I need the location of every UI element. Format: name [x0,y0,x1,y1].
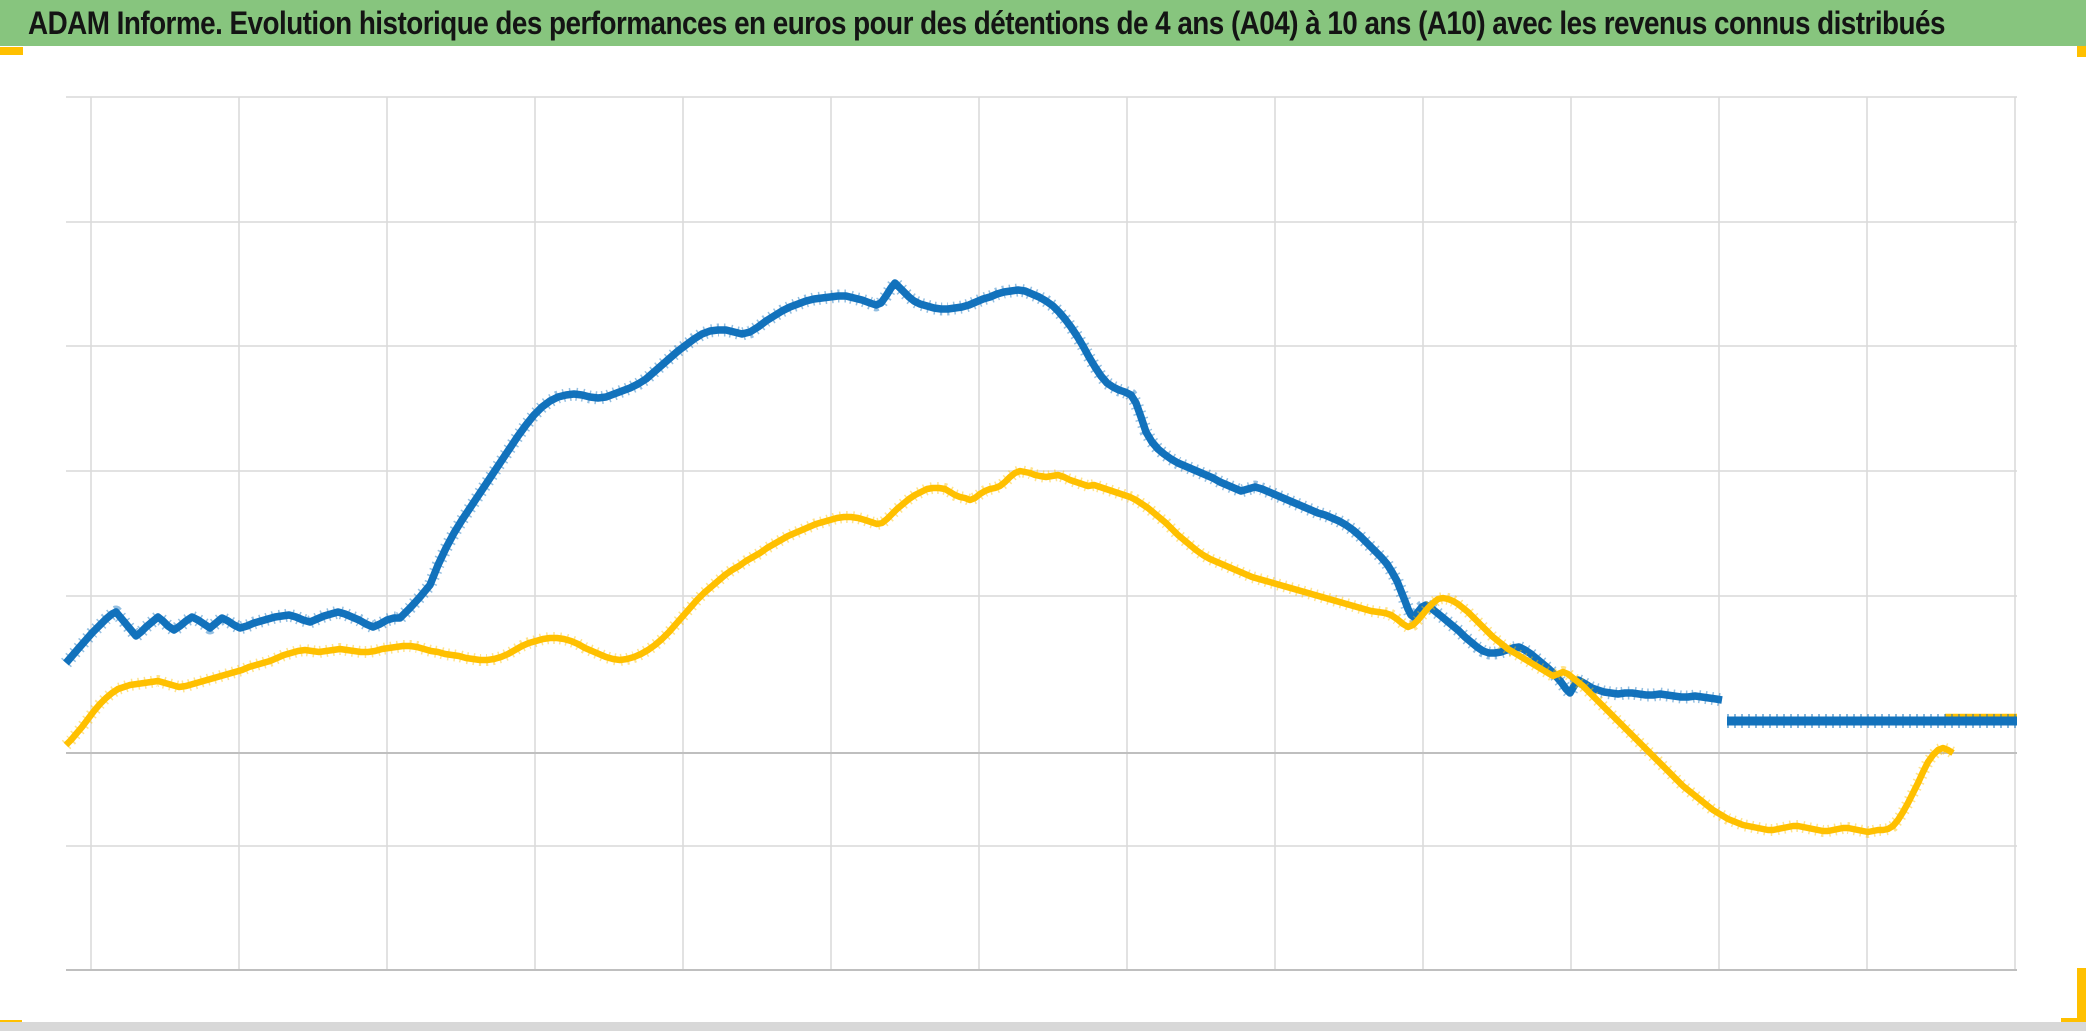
chart-area[interactable] [0,46,2086,1031]
blue-series-line [63,279,1723,704]
yellow-border-accent-bottom-right-vertical [2077,968,2086,1026]
yellow-series-marker-fuzz [61,465,1957,838]
blue-series-marker-fuzz [61,276,1724,707]
page-title: ADAM Informe. Evolution historique des p… [28,4,1945,41]
yellow-border-accent-top-left [0,47,23,55]
yellow-series-line [63,467,1955,836]
yellow-border-accent-top-right [2077,46,2086,57]
title-bar: ADAM Informe. Evolution historique des p… [0,0,2086,46]
bottom-gray-bar [0,1022,2086,1031]
